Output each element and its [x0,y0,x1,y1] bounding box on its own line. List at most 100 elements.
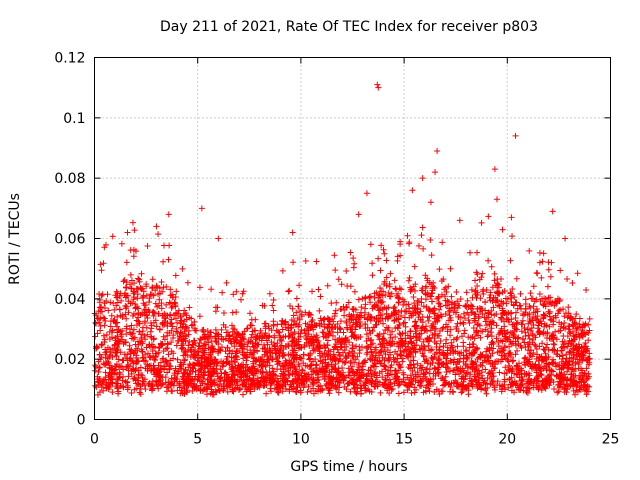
data-point [159,288,166,295]
data-point [162,374,169,381]
data-point [442,373,449,380]
data-point [263,374,270,381]
data-point [188,322,195,329]
data-point [295,345,302,352]
data-point [553,336,560,343]
data-point [211,368,218,375]
data-point [474,321,481,328]
data-point [343,386,350,393]
data-point [356,312,363,319]
data-point [128,389,135,396]
data-point [304,388,311,395]
data-point [424,314,431,321]
data-point [556,296,563,303]
data-point [488,307,495,314]
data-point [552,328,559,335]
data-point [153,350,160,357]
data-point [254,332,261,339]
data-point [125,309,132,316]
data-point [512,351,519,358]
data-point [326,369,333,376]
data-point [100,260,107,267]
data-point [208,388,215,395]
data-point [295,303,302,310]
data-point [397,347,404,354]
data-point [449,304,456,311]
data-point [303,340,310,347]
data-point [494,378,501,385]
data-point [296,377,303,384]
data-point [280,372,287,379]
data-point [422,373,429,380]
data-point [433,349,440,356]
data-point [550,321,557,328]
data-point [545,346,552,353]
data-point [390,354,397,361]
data-point [523,388,530,395]
data-point [253,336,260,343]
data-point [215,375,222,382]
data-point [521,324,528,331]
data-point [494,276,501,283]
data-point [199,355,206,362]
data-point [201,364,208,371]
data-point [456,370,463,377]
data-point [483,390,490,397]
data-point [277,336,284,343]
data-point [515,340,522,347]
data-point [525,343,532,350]
data-point [199,345,206,352]
data-point [562,235,569,242]
data-point [533,269,540,276]
data-point [357,390,364,397]
data-point [486,357,493,364]
data-point [407,372,414,379]
data-point [206,376,213,383]
data-point [387,379,394,386]
data-point [464,382,471,389]
data-point [485,310,492,317]
data-point [191,318,198,325]
data-point [334,337,341,344]
data-point [548,377,555,384]
data-point [286,388,293,395]
data-point [185,346,192,353]
data-point [447,332,454,339]
data-point [147,344,154,351]
data-point [281,378,288,385]
data-point [155,310,162,317]
data-point [92,367,99,374]
data-point [489,284,496,291]
data-point [124,386,131,393]
data-point [371,382,378,389]
data-point [137,284,144,291]
data-point [491,166,498,173]
data-point [450,389,457,396]
data-point [285,362,292,369]
data-point [224,344,231,351]
data-point [270,321,277,328]
data-point [329,375,336,382]
data-point [409,187,416,194]
data-point [218,344,225,351]
data-point [328,361,335,368]
data-point [403,382,410,389]
data-point [482,318,489,325]
data-point [156,296,163,303]
data-point [275,389,282,396]
data-point [130,310,137,317]
data-point [285,333,292,340]
data-point [261,333,268,340]
data-point [375,318,382,325]
data-point [561,319,568,326]
data-point [256,362,263,369]
data-point [152,287,159,294]
data-point [362,379,369,386]
data-point [168,327,175,334]
data-point [347,249,354,256]
data-point [296,308,303,315]
data-point [348,375,355,382]
data-point [368,379,375,386]
data-point [191,337,198,344]
data-point [144,331,151,338]
